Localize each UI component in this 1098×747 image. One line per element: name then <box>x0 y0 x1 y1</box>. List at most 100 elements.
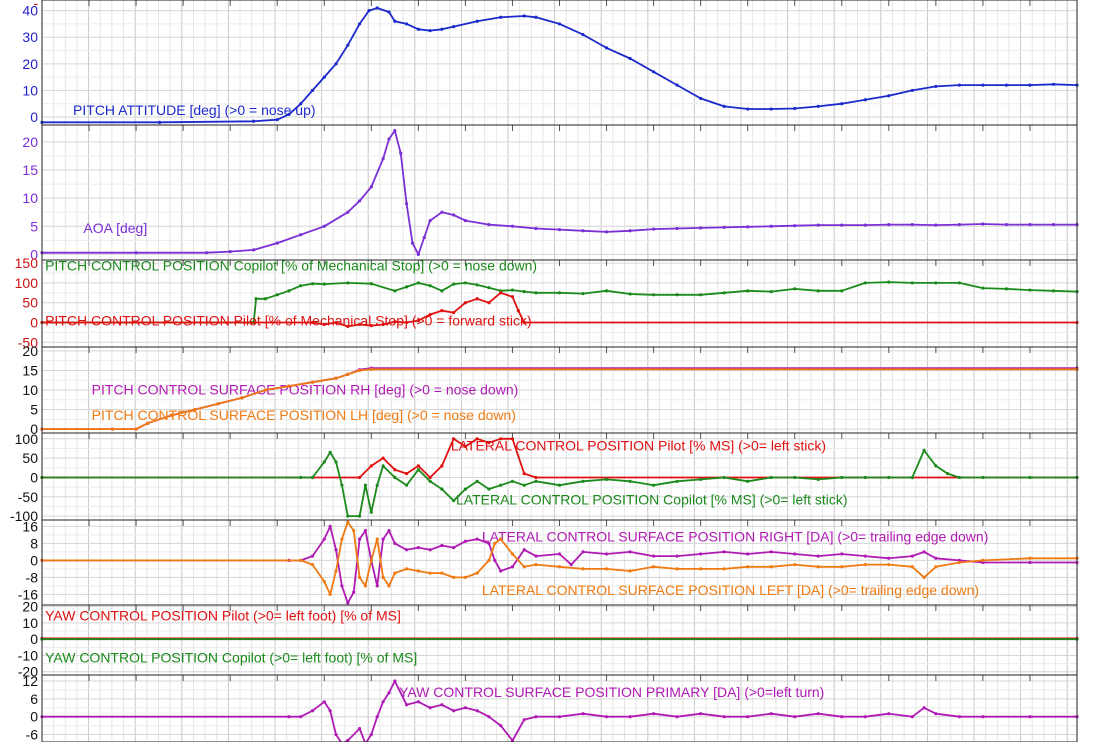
tick-label: 10 <box>22 382 38 398</box>
data-point <box>311 555 314 558</box>
data-point <box>417 281 420 284</box>
data-point <box>464 706 467 709</box>
data-point <box>723 550 726 553</box>
data-point <box>887 94 890 97</box>
data-point <box>934 557 937 560</box>
tick-label: 0 <box>30 314 38 330</box>
data-point <box>911 223 914 226</box>
data-point <box>405 567 408 570</box>
data-point <box>793 476 796 479</box>
data-point <box>770 476 773 479</box>
data-point <box>923 449 926 452</box>
panel-border <box>42 125 1077 260</box>
data-point <box>334 569 337 572</box>
tick-label: 100 <box>15 275 39 291</box>
data-point <box>476 538 479 541</box>
data-point <box>840 715 843 718</box>
data-point <box>311 381 314 384</box>
data-point <box>476 572 479 575</box>
data-point <box>370 185 373 188</box>
data-point <box>205 251 208 254</box>
data-point <box>981 222 984 225</box>
data-point <box>558 565 561 568</box>
tick-label: 20 <box>22 56 38 72</box>
tick-label: 0 <box>30 631 38 647</box>
data-point <box>628 57 631 60</box>
data-point <box>440 487 443 490</box>
data-point <box>511 295 514 298</box>
data-point <box>1005 84 1008 87</box>
data-point <box>346 521 349 524</box>
data-point <box>923 550 926 553</box>
data-point <box>252 120 255 123</box>
data-point <box>817 565 820 568</box>
data-point <box>346 373 349 376</box>
data-point <box>340 538 343 541</box>
data-point <box>323 225 326 228</box>
data-point <box>387 529 390 532</box>
data-point <box>628 229 631 232</box>
data-point <box>864 224 867 227</box>
data-point <box>311 282 314 285</box>
data-point <box>405 484 408 487</box>
data-point <box>534 476 537 479</box>
data-point <box>393 468 396 471</box>
data-point <box>440 464 443 467</box>
data-point <box>746 552 749 555</box>
data-point <box>417 468 420 471</box>
tick-label: 50 <box>22 295 38 311</box>
data-point <box>287 715 290 718</box>
data-point <box>346 44 349 47</box>
tick-label: 150 <box>15 255 39 271</box>
data-point <box>352 529 355 532</box>
data-point <box>346 281 349 284</box>
data-point <box>723 291 726 294</box>
data-point <box>264 297 267 300</box>
data-point <box>534 555 537 558</box>
data-point <box>476 283 479 286</box>
data-point <box>958 281 961 284</box>
data-point <box>746 480 749 483</box>
data-point <box>676 715 679 718</box>
data-point <box>817 289 820 292</box>
data-point <box>452 283 455 286</box>
data-point <box>134 251 137 254</box>
data-point <box>840 565 843 568</box>
data-point <box>511 552 514 555</box>
data-point <box>793 715 796 718</box>
data-point <box>817 105 820 108</box>
data-point <box>652 484 655 487</box>
data-point <box>1052 223 1055 226</box>
data-point <box>370 559 373 562</box>
data-point <box>628 715 631 718</box>
data-point <box>911 476 914 479</box>
data-point <box>364 584 367 587</box>
data-point <box>323 538 326 541</box>
data-point <box>405 472 408 475</box>
tick-label: -8 <box>26 569 39 585</box>
data-point <box>358 476 361 479</box>
data-point <box>376 538 379 541</box>
data-point <box>793 563 796 566</box>
data-point <box>358 199 361 202</box>
data-point <box>628 569 631 572</box>
data-point <box>323 76 326 79</box>
tick-label: 10 <box>22 190 38 206</box>
data-point <box>558 552 561 555</box>
data-point <box>981 476 984 479</box>
series-label: LATERAL CONTROL SURFACE POSITION LEFT [D… <box>482 582 979 598</box>
tick-label: 10 <box>22 615 38 631</box>
data-point <box>840 224 843 227</box>
data-point <box>405 548 408 551</box>
data-point <box>887 281 890 284</box>
data-point <box>652 712 655 715</box>
data-point <box>370 368 373 371</box>
series-label: LATERAL CONTROL SURFACE POSITION RIGHT [… <box>482 528 989 544</box>
series-label: PITCH CONTROL SURFACE POSITION LH [deg] … <box>92 407 516 423</box>
data-point <box>723 226 726 229</box>
tick-label: 30 <box>22 29 38 45</box>
data-point <box>676 293 679 296</box>
data-point <box>299 715 302 718</box>
